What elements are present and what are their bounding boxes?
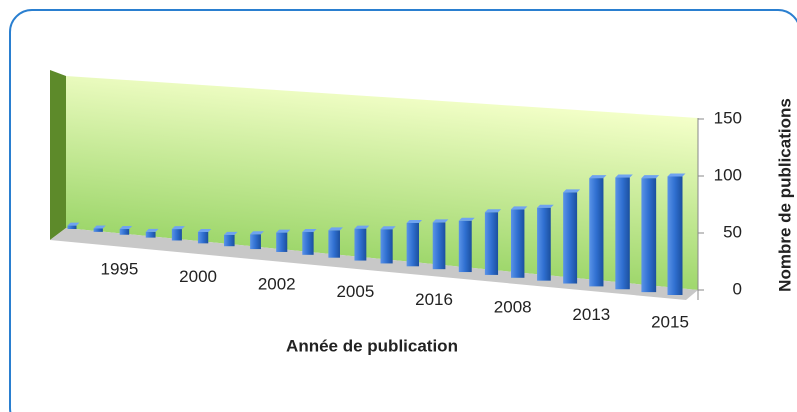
bar-top — [302, 229, 317, 233]
bar-top — [145, 228, 159, 232]
bar-top — [250, 231, 264, 235]
bar — [380, 229, 393, 264]
bar-top — [328, 227, 343, 231]
bar-top — [380, 226, 396, 230]
bar-top — [537, 204, 554, 208]
bar — [67, 225, 77, 229]
bar-top — [406, 219, 423, 223]
bar — [145, 231, 156, 238]
bar-top — [93, 225, 106, 229]
x-tick-label: 2008 — [494, 297, 532, 316]
bar — [432, 222, 446, 270]
bar — [354, 228, 367, 261]
bar-top — [615, 174, 633, 178]
y-tick-label: 50 — [723, 222, 742, 241]
x-axis-title: Année de publication — [286, 336, 458, 355]
bar-top — [484, 209, 502, 213]
x-tick-label: 2016 — [415, 290, 453, 309]
bar-top — [224, 231, 238, 235]
bar — [406, 222, 420, 267]
y-tick-label: 150 — [714, 108, 742, 127]
floor — [50, 228, 698, 300]
x-tick-label: 2013 — [572, 305, 610, 324]
x-tick-label: 1995 — [101, 260, 139, 279]
y-axis-title: Nombre de publications — [775, 98, 794, 292]
bar-top — [589, 175, 607, 179]
bar-top — [67, 222, 80, 226]
bar — [589, 178, 604, 287]
bar-top — [641, 175, 660, 179]
bar — [510, 209, 525, 278]
bar — [458, 220, 472, 273]
bar — [302, 232, 314, 255]
bar-top — [119, 226, 133, 230]
bar — [537, 207, 551, 281]
bar — [250, 234, 261, 250]
bar-top — [171, 226, 185, 230]
y-tick-label: 100 — [714, 165, 742, 184]
y-tick-label: 0 — [733, 279, 742, 298]
bar — [171, 229, 182, 241]
bar — [93, 228, 103, 232]
bar — [484, 212, 499, 275]
bar — [224, 234, 235, 247]
bar-top — [354, 225, 370, 229]
x-tick-label: 2002 — [258, 275, 296, 294]
bar — [119, 229, 130, 235]
bar — [615, 177, 630, 290]
x-tick-label: 2015 — [651, 312, 689, 331]
side-wall — [50, 70, 66, 240]
bar-top — [197, 228, 212, 232]
bar — [276, 232, 288, 252]
bar-top — [563, 189, 581, 193]
bar-top — [276, 229, 291, 233]
bar — [328, 230, 340, 258]
bar — [563, 192, 578, 284]
bar — [641, 178, 657, 293]
x-tick-label: 2005 — [336, 282, 374, 301]
bar — [197, 231, 209, 244]
bar-top — [458, 217, 475, 221]
bar-top — [510, 206, 528, 210]
x-tick-label: 2000 — [179, 267, 217, 286]
bar-top — [432, 219, 449, 223]
bar-top — [667, 173, 686, 177]
bar — [667, 176, 683, 295]
